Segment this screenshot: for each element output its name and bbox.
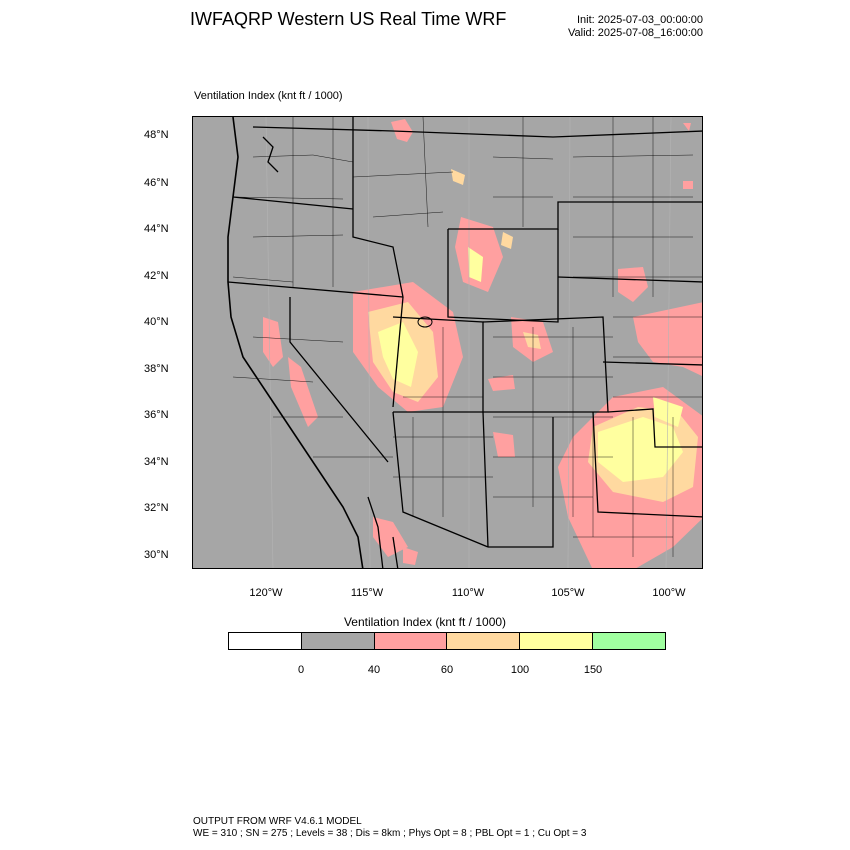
- lat-label-30n: 30°N: [144, 549, 169, 561]
- fill-area: [493, 432, 515, 457]
- plot-title: IWFAQRP Western US Real Time WRF: [190, 9, 507, 29]
- map-panel: [192, 116, 703, 569]
- lon-label-100w: 100°W: [652, 587, 686, 599]
- lon-label-120w: 120°W: [249, 587, 283, 599]
- lat-label-46n: 46°N: [144, 177, 169, 189]
- fill-area: [683, 123, 691, 131]
- graticule: [265, 117, 672, 568]
- lon-label-105w: 105°W: [551, 587, 585, 599]
- colorbar: [228, 632, 666, 650]
- coastline: [227, 117, 364, 568]
- colorbar-box: [374, 633, 448, 649]
- colorbar-tick-label: 40: [367, 664, 381, 676]
- fill-area: [633, 302, 702, 377]
- valid-time: Valid: 2025-07-08_16:00:00: [568, 27, 703, 39]
- lat-label-48n: 48°N: [144, 129, 169, 141]
- lon-label-115w: 115°W: [350, 587, 384, 599]
- fill-area: [523, 332, 541, 349]
- lat-label-38n: 38°N: [144, 363, 169, 375]
- init-time: Init: 2025-07-03_00:00:00: [577, 14, 703, 26]
- fill-area: [683, 181, 693, 189]
- fill-area: [618, 267, 648, 302]
- colorbar-box: [301, 633, 375, 649]
- colorbar-tick-label: 60: [440, 664, 454, 676]
- fill-area: [288, 357, 318, 427]
- lat-label-34n: 34°N: [144, 456, 169, 468]
- lon-label-110w: 110°W: [451, 587, 485, 599]
- baja-coast: [367, 496, 399, 568]
- colorbar-tick-label: 150: [583, 664, 603, 676]
- lat-label-44n: 44°N: [144, 223, 169, 235]
- map-graphic: [193, 117, 702, 568]
- colorbar-tick-label: 0: [297, 664, 305, 676]
- colorbar-box: [593, 633, 665, 649]
- fill-area: [501, 232, 513, 249]
- colorbar-box: [229, 633, 302, 649]
- fill-area: [391, 119, 413, 142]
- lat-label-36n: 36°N: [144, 409, 169, 421]
- map-subtitle: Ventilation Index (knt ft / 1000): [194, 90, 343, 102]
- puget-sound: [262, 136, 279, 173]
- colorbar-title: Ventilation Index (knt ft / 1000): [343, 615, 507, 629]
- state-borders: [227, 117, 702, 548]
- footer-model: OUTPUT FROM WRF V4.6.1 MODEL: [193, 816, 362, 827]
- lat-label-40n: 40°N: [144, 316, 169, 328]
- colorbar-tick-label: 100: [510, 664, 530, 676]
- lat-label-42n: 42°N: [144, 270, 169, 282]
- colorbar-box: [520, 633, 594, 649]
- lat-label-32n: 32°N: [144, 502, 169, 514]
- fill-area: [263, 317, 283, 367]
- fill-area: [468, 247, 483, 282]
- county-lines: [232, 117, 702, 557]
- fill-area: [403, 547, 418, 565]
- fill-area: [373, 517, 408, 557]
- fill-area: [598, 417, 683, 482]
- fill-area: [451, 169, 465, 185]
- great-salt-lake: [417, 316, 433, 328]
- fill-area: [488, 375, 515, 391]
- footer-config: WE = 310 ; SN = 275 ; Levels = 38 ; Dis …: [193, 828, 587, 839]
- colorbar-box: [447, 633, 521, 649]
